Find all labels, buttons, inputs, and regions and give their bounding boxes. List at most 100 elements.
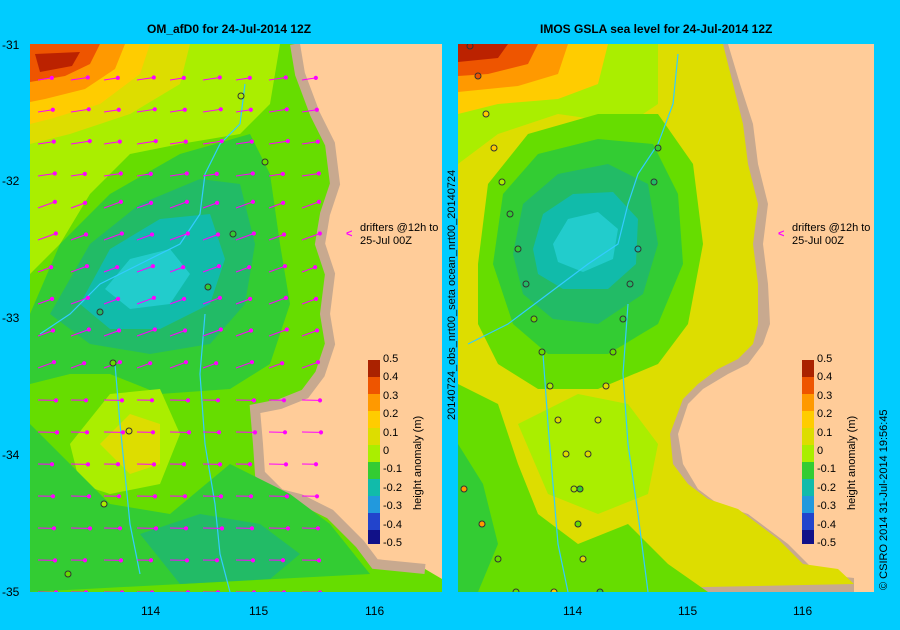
river xyxy=(467,53,679,345)
drift-arrow-head xyxy=(214,361,219,366)
drift-arrow xyxy=(235,77,250,81)
drift-arrow xyxy=(70,108,89,113)
drift-arrow-head xyxy=(50,328,56,333)
drift-arrow-head xyxy=(182,107,187,112)
drifter-marker xyxy=(64,570,72,578)
observation-marker xyxy=(634,245,642,253)
drift-arrow-head xyxy=(185,398,191,403)
drift-arrow-head xyxy=(116,107,121,112)
drift-arrow xyxy=(37,141,54,145)
drift-arrow-head xyxy=(316,558,322,563)
river xyxy=(114,363,141,575)
drift-arrow-head xyxy=(115,75,120,81)
drift-arrow xyxy=(235,298,251,305)
drift-arrow xyxy=(202,140,222,145)
observation-marker xyxy=(546,382,554,390)
drift-arrow-head xyxy=(86,327,91,332)
drifter-annotation: < drifters @12h to 25-Jul 00Z xyxy=(346,222,438,248)
drift-arrow-head xyxy=(119,231,124,236)
drifter-marker xyxy=(100,500,108,508)
drift-arrow xyxy=(70,202,86,209)
colorbar-tick-label: -0.2 xyxy=(383,481,402,494)
drift-arrow-head xyxy=(49,296,55,301)
drift-arrow-head xyxy=(84,430,90,435)
observation-marker xyxy=(584,450,592,458)
drift-arrow-head xyxy=(247,296,253,301)
drift-arrow xyxy=(103,77,118,81)
drift-arrow-head xyxy=(318,430,324,435)
contour xyxy=(100,414,160,474)
drift-arrow-head xyxy=(317,398,323,403)
drift-arrow xyxy=(37,266,52,273)
drift-arrow xyxy=(70,140,90,145)
drifter-marker xyxy=(261,158,269,166)
drift-arrow-head xyxy=(181,265,186,270)
drift-arrow-head xyxy=(281,232,287,237)
drift-arrow xyxy=(202,329,222,337)
drift-arrow-head xyxy=(249,526,255,531)
drift-arrow xyxy=(235,141,252,145)
observation-marker xyxy=(619,315,627,323)
drift-arrow-head xyxy=(185,590,191,592)
colorbar-tick-label: 0.3 xyxy=(817,389,833,402)
drift-arrow xyxy=(37,77,52,81)
observation-marker xyxy=(596,588,604,592)
y-tick: -32 xyxy=(2,174,20,188)
colorbar-label: height anomaly (m) xyxy=(412,415,424,510)
credit-text: © CSIRO 2014 31-Jul-2014 19:56:45 xyxy=(878,409,890,590)
observation-marker xyxy=(570,485,578,493)
drift-arrow-head xyxy=(216,430,222,435)
drift-arrow-head xyxy=(84,264,90,269)
colorbar-tick-label: -0.3 xyxy=(817,500,836,513)
drift-arrow xyxy=(169,77,184,81)
drift-arrow-head xyxy=(316,171,321,176)
drift-arrow-head xyxy=(185,231,190,236)
drift-arrow-head xyxy=(50,494,56,499)
drift-arrow-head xyxy=(216,264,222,269)
drift-arrow-head xyxy=(116,328,122,333)
contour xyxy=(105,249,190,309)
drift-arrow-head xyxy=(284,107,289,112)
observation-marker xyxy=(538,348,546,356)
x-tick: 115 xyxy=(249,604,269,618)
drift-arrow xyxy=(301,201,320,209)
drift-arrow-head xyxy=(251,398,257,403)
drift-arrow-head xyxy=(314,494,320,499)
drift-arrow xyxy=(103,233,123,241)
drift-arrow-head xyxy=(250,171,255,176)
observation-marker xyxy=(506,210,514,218)
contour xyxy=(553,212,618,272)
drift-arrow-head xyxy=(82,361,87,366)
drifter-annotation: < drifters @12h to 25-Jul 00Z xyxy=(778,222,870,248)
drift-arrow-head xyxy=(181,462,187,467)
drift-arrow-head xyxy=(284,327,289,332)
drift-arrow-head xyxy=(313,462,319,467)
drift-arrow xyxy=(136,265,154,273)
drift-arrow xyxy=(70,329,90,337)
colorbar-tick-label: 0.2 xyxy=(383,408,399,421)
drift-arrow-head xyxy=(86,107,91,112)
annotation-arrow-icon: < xyxy=(346,228,353,240)
drift-arrow xyxy=(70,265,88,273)
drift-arrow-head xyxy=(86,494,92,499)
drift-arrow-head xyxy=(152,494,158,499)
drift-arrow-head xyxy=(247,265,252,270)
drift-arrow-head xyxy=(280,361,285,366)
drift-arrow-head xyxy=(280,200,286,205)
drift-arrow-head xyxy=(218,107,223,112)
drift-arrow-head xyxy=(182,494,188,499)
drift-arrow-head xyxy=(82,200,88,205)
drift-arrow-head xyxy=(184,558,190,563)
drift-arrow-head xyxy=(87,526,93,531)
drift-arrow-head xyxy=(115,296,121,301)
drift-arrow xyxy=(268,329,288,337)
drift-arrow xyxy=(235,266,250,273)
drift-arrow-head xyxy=(148,558,154,563)
drifter-marker xyxy=(237,92,245,100)
colorbar-tick-label: 0.1 xyxy=(383,426,399,439)
drift-arrow-head xyxy=(314,328,320,333)
x-tick: 114 xyxy=(141,604,161,618)
drifter-marker xyxy=(204,283,212,291)
drift-arrow xyxy=(70,362,85,369)
drift-arrow xyxy=(202,234,219,241)
